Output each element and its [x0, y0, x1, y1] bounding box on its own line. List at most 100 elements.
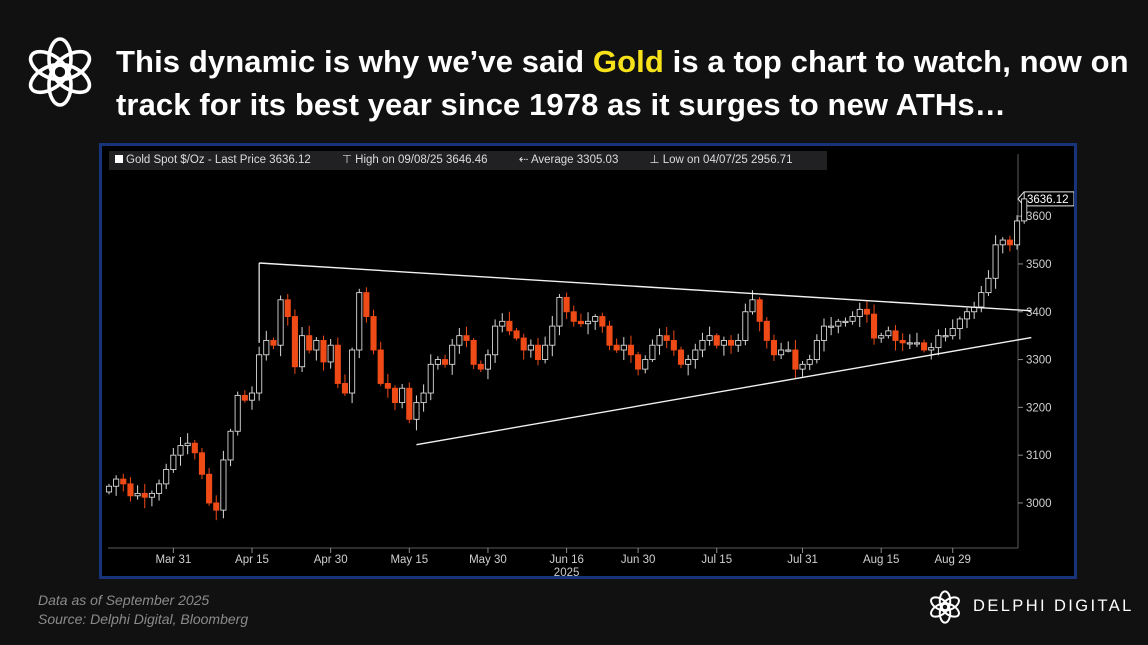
candle-body	[992, 244, 999, 279]
candle-body	[928, 347, 935, 351]
y-tick-label: 3300	[1026, 355, 1052, 367]
candle-body	[449, 344, 456, 365]
candle-body	[778, 349, 785, 356]
candle-body	[642, 359, 649, 370]
candle-body	[685, 359, 692, 365]
candle-body	[713, 335, 720, 346]
candle-body	[377, 349, 384, 384]
candle-body	[577, 320, 584, 325]
candle-body	[978, 292, 985, 308]
candle-body	[677, 349, 685, 365]
candle-body	[284, 299, 291, 317]
candle-body	[856, 308, 863, 317]
candle-body	[742, 311, 749, 341]
x-tick-label: Jun 16	[549, 554, 584, 566]
y-tick-label: 3100	[1026, 450, 1052, 462]
legend-low-label: Low on 04/07/25 2956.71	[662, 154, 793, 166]
candle-body	[999, 239, 1006, 246]
candle-body	[592, 316, 599, 322]
candle-body	[492, 325, 499, 356]
candle-body	[899, 339, 906, 344]
candle-body	[542, 344, 549, 361]
candle-body	[534, 344, 542, 361]
candle-body	[406, 387, 413, 420]
candle-body	[699, 339, 706, 351]
candle-body	[613, 344, 620, 351]
y-tick-label: 3200	[1026, 402, 1052, 414]
x-tick-label: Mar 31	[155, 554, 191, 566]
candle-body	[806, 359, 813, 365]
candle-body	[484, 354, 492, 370]
candle-body	[663, 335, 670, 341]
candle-body	[499, 320, 506, 327]
candle-body	[828, 325, 835, 328]
candle-body	[341, 383, 349, 394]
candle-body	[956, 318, 963, 329]
x-tick-label: Aug 29	[934, 554, 970, 566]
candle-body	[113, 478, 120, 487]
candle-body	[656, 335, 663, 346]
candle-body	[442, 359, 449, 365]
candle-body	[477, 363, 484, 370]
chart-legend: Gold Spot $/Oz - Last Price 3636.12 ⊤ Hi…	[109, 151, 827, 170]
candle-body	[892, 330, 899, 341]
candle-body	[170, 454, 177, 470]
candle-body	[120, 478, 127, 485]
legend-average-label: Average 3305.03	[530, 154, 619, 166]
candle-body	[749, 299, 756, 313]
candle-body	[871, 313, 878, 339]
delphi-knot-logo-icon	[28, 37, 92, 107]
y-tick-label: 3600	[1026, 211, 1052, 223]
candle-body	[141, 492, 148, 498]
footer-data-date: Data as of September 2025	[38, 592, 210, 608]
candle-body	[277, 299, 284, 346]
candle-body	[1021, 198, 1028, 222]
candle-body	[556, 296, 563, 327]
y-tick-label: 3400	[1026, 307, 1052, 319]
chart-frame: 3000 3100 3200 3300 3400 3500 3600 3636.12 Mar 3…	[99, 143, 1077, 579]
candle-body	[399, 387, 406, 404]
headline-part1: This dynamic is why we’ve said	[116, 44, 593, 79]
candle-body	[327, 344, 334, 363]
candle-body	[206, 473, 213, 504]
candle-body	[291, 316, 298, 368]
candle-body	[413, 402, 420, 420]
candle-body	[148, 492, 155, 498]
x-tick-label: May 15	[390, 554, 428, 566]
candle-body	[306, 335, 313, 351]
legend-high-label: High on 09/08/25 3646.46	[355, 154, 488, 166]
last-price-label: 3636.12	[1027, 194, 1069, 206]
candle-body	[1014, 220, 1021, 246]
y-tick-label: 3000	[1026, 498, 1052, 510]
candle-body	[105, 485, 113, 493]
candle-body	[649, 344, 656, 361]
candle-body	[220, 459, 227, 511]
candle-body	[263, 339, 270, 356]
candle-body	[906, 342, 913, 345]
candle-body	[599, 316, 606, 327]
candle-body	[635, 354, 642, 370]
candle-body	[863, 308, 870, 315]
footer-source: Source: Delphi Digital, Bloomberg	[38, 611, 249, 627]
candle-body	[878, 335, 885, 339]
candle-body	[270, 339, 277, 346]
candle-body	[384, 383, 391, 389]
candle-body	[463, 335, 470, 341]
candle-body	[670, 339, 677, 351]
candle-body	[785, 349, 792, 352]
candle-body	[156, 483, 163, 494]
candle-body	[1006, 239, 1013, 246]
candle-body	[692, 349, 699, 361]
candle-body	[921, 342, 928, 351]
candle-body	[191, 442, 198, 454]
candle-body	[949, 328, 956, 337]
candle-body	[585, 320, 592, 325]
candle-body	[334, 344, 341, 384]
x-tick-label: Apr 15	[235, 554, 269, 566]
candle-body	[506, 320, 513, 332]
x-tick-label: May 30	[469, 554, 507, 566]
candle-body	[620, 344, 627, 351]
x-tick-label: Apr 30	[314, 554, 348, 566]
candle-body	[234, 394, 241, 432]
candle-body	[792, 349, 799, 370]
